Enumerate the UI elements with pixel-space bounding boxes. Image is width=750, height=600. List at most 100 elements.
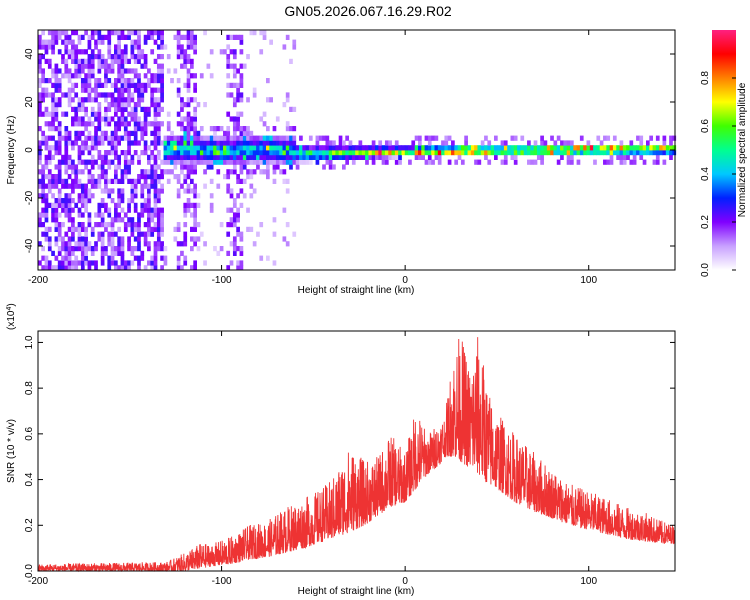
- spectrogram-cell: [100, 34, 105, 40]
- snr-x-label: Height of straight line (km): [298, 586, 415, 597]
- spectrogram-cell: [232, 198, 237, 204]
- spectrogram-cell: [57, 169, 62, 175]
- spectrogram-cell: [424, 159, 429, 165]
- spectrogram-cell: [206, 145, 211, 151]
- spectrogram-cell: [447, 135, 452, 141]
- spectrogram-cell: [100, 212, 105, 218]
- spectrogram-cell: [441, 140, 445, 146]
- spectrogram-cell: [173, 164, 178, 170]
- spectrogram-cell: [117, 44, 121, 50]
- spectrogram-cell: [560, 150, 564, 156]
- spectrogram-cell: [114, 250, 118, 256]
- spectrogram-cell: [44, 44, 49, 50]
- spectrogram-cell: [150, 174, 155, 180]
- spectrogram-cell: [133, 121, 138, 127]
- spectrogram-cell: [140, 121, 145, 127]
- spectrogram-cell: [411, 145, 416, 151]
- spectrogram-cell: [236, 265, 240, 271]
- spectrogram-cell: [503, 150, 508, 156]
- spectrogram-cell: [114, 111, 118, 117]
- spectrogram-cell: [84, 236, 88, 242]
- spectrogram-cell: [180, 140, 184, 146]
- spectrogram-cell: [292, 159, 297, 165]
- spectrogram-cell: [328, 140, 333, 146]
- spectrogram-cell: [513, 145, 518, 151]
- spectrogram-cell: [74, 121, 79, 127]
- spectrogram-cell: [143, 145, 148, 151]
- spectrogram-cell: [47, 154, 52, 160]
- spectrogram-cell: [71, 246, 75, 252]
- spectrogram-cell: [117, 246, 121, 252]
- spectrogram-cell: [54, 68, 59, 74]
- spectrogram-cell: [156, 241, 161, 247]
- spectrogram-cell: [87, 174, 92, 180]
- spectrogram-cell: [110, 198, 115, 204]
- spectrogram-cell: [67, 164, 72, 170]
- spectrogram-cell: [292, 106, 297, 112]
- spectrogram-cell: [183, 260, 188, 266]
- spectrogram-cell: [186, 207, 191, 213]
- spectrogram-cell: [437, 159, 442, 165]
- spectrogram-cell: [137, 140, 141, 146]
- spectrogram-cell: [173, 226, 178, 232]
- spectrogram-cell: [646, 150, 650, 156]
- spectrogram-cell: [209, 193, 214, 199]
- spectrogram-cell: [87, 87, 92, 93]
- spectrogram-cell: [576, 145, 581, 151]
- spectrogram-cell: [209, 202, 214, 208]
- spectrogram-cell: [41, 54, 45, 60]
- spectrogram-cell: [67, 236, 72, 242]
- spectrogram-cell: [127, 140, 131, 146]
- spectrogram-cell: [38, 260, 42, 266]
- spectrogram-cell: [510, 145, 515, 151]
- spectrogram-cell: [186, 202, 191, 208]
- spectrogram-cell: [51, 68, 55, 74]
- spectrogram-cell: [110, 135, 115, 141]
- spectrogram-cell: [94, 54, 98, 60]
- spectrogram-cell: [137, 116, 141, 122]
- spectrogram-cell: [87, 58, 92, 64]
- spectrogram-cell: [107, 193, 112, 199]
- spectrogram-cell: [51, 207, 55, 213]
- spectrogram-cell: [137, 174, 141, 180]
- spectrogram-cell: [160, 241, 164, 247]
- spectrogram-cell: [252, 92, 257, 98]
- spectrogram-cell: [64, 150, 69, 156]
- spectrogram-cell: [143, 63, 148, 69]
- spectrogram-cell: [117, 250, 121, 256]
- spectrogram-cell: [107, 231, 112, 237]
- spectrogram-cell: [114, 97, 118, 103]
- spectrogram-cell: [54, 87, 59, 93]
- spectrogram-cell: [71, 226, 75, 232]
- spectrogram-cell: [193, 34, 197, 40]
- spectrogram-cell: [206, 63, 211, 69]
- spectrogram-cell: [77, 212, 82, 218]
- spectrogram-cell: [381, 150, 386, 156]
- spectrogram-cell: [546, 150, 551, 156]
- spectrogram-cell: [137, 241, 141, 247]
- spectrogram-cell: [272, 260, 277, 266]
- spectrogram-cell: [593, 145, 597, 151]
- spectrogram-cell: [100, 202, 105, 208]
- spectrogram-cell: [87, 130, 92, 136]
- spectrogram-cell: [133, 30, 138, 36]
- spectrogram-cell: [520, 135, 525, 141]
- spectrogram-cell: [47, 159, 52, 165]
- spectrogram-cell: [77, 150, 82, 156]
- spectrogram-cell: [120, 97, 125, 103]
- spectrogram-cell: [97, 116, 102, 122]
- spectrogram-cell: [143, 58, 148, 64]
- spectrogram-cell: [104, 222, 108, 228]
- spectrogram-cell: [256, 140, 260, 146]
- spectrogram-cell: [57, 30, 62, 36]
- spectrogram-cell: [636, 150, 640, 156]
- spectrogram-cell: [193, 73, 197, 79]
- spectrogram-cell: [90, 30, 95, 36]
- spectrogram-cell: [117, 121, 121, 127]
- spectrogram-cell: [67, 241, 72, 247]
- spectrogram-cell: [41, 231, 45, 237]
- spectrogram-cell: [100, 140, 105, 146]
- spectrogram-cell: [229, 188, 234, 194]
- spectrogram-cell: [239, 82, 244, 88]
